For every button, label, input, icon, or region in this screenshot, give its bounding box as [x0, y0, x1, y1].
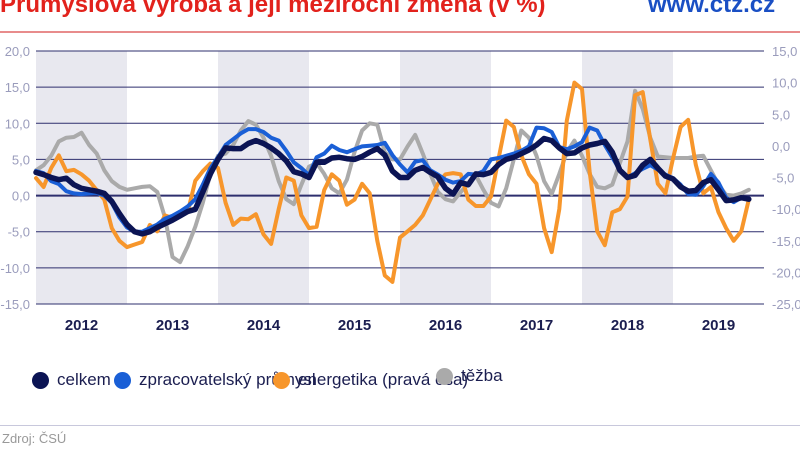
y-right-tick-label: 0,0 [772, 139, 790, 154]
legend-label: energetika (pravá osa) [298, 370, 469, 389]
series-line-celkem [33, 135, 752, 237]
x-tick-label: 2018 [611, 317, 644, 334]
series-line-tezba [34, 88, 751, 265]
x-tick-label: 2014 [247, 317, 281, 334]
legend-item-energetika[interactable]: energetika (pravá osa) [273, 370, 468, 390]
y-right-tick-label: -10,0 [772, 202, 800, 217]
y-left-tick-label: 0,0 [12, 189, 30, 204]
y-left-tick-label: -10,0 [0, 261, 30, 276]
legend-item-celkem[interactable]: celkem [32, 370, 111, 390]
chart-title: Průmyslová výroba a její meziroční změna… [0, 0, 546, 18]
legend-label: zpracovatelský průmysl [139, 370, 316, 389]
x-tick-label: 2015 [338, 317, 371, 334]
y-left-tick-label: -15,0 [0, 297, 30, 312]
legend-dot-icon [32, 371, 49, 389]
y-left-tick-label: 20,0 [5, 44, 30, 59]
x-tick-label: 2013 [156, 317, 189, 334]
y-left-tick-label: 10,0 [5, 116, 30, 131]
y-left-tick-label: 5,0 [12, 152, 30, 167]
source-note: Zdroj: ČSÚ [2, 431, 67, 446]
legend-item-zpracovatelsky[interactable]: zpracovatelský průmysl [114, 370, 316, 390]
x-tick-label: 2012 [65, 317, 98, 334]
x-tick-label: 2017 [520, 317, 553, 334]
y-right-tick-label: -5,0 [772, 171, 794, 186]
legend-label: celkem [57, 370, 111, 389]
y-right-tick-label: -20,0 [772, 265, 800, 280]
title-divider [0, 31, 800, 33]
x-tick-label: 2016 [429, 317, 462, 334]
y-left-tick-label: 15,0 [5, 80, 30, 95]
footer-divider [0, 425, 800, 426]
chart: 20,0 15,0 10,0 5,0 0,0 -5,0 -10,0 -15,0 15,0 10,… [0, 44, 800, 334]
y-right-tick-label: 5,0 [772, 107, 790, 122]
y-right-tick-label: -25,0 [772, 297, 800, 312]
x-tick-label: 2019 [702, 317, 735, 334]
y-right-tick-label: 15,0 [772, 44, 797, 59]
y-left-tick-label: -5,0 [8, 225, 30, 240]
legend-dot-icon [436, 367, 453, 385]
legend-dot-icon [273, 371, 290, 389]
brand-url[interactable]: www.ctz.cz [648, 0, 776, 18]
legend-dot-icon [114, 371, 131, 389]
legend-label: těžba [461, 366, 503, 385]
legend-item-tezba[interactable]: těžba [436, 366, 503, 386]
y-right-tick-label: 10,0 [772, 76, 797, 91]
year-band-2014 [218, 51, 309, 304]
y-right-tick-label: -15,0 [772, 234, 800, 249]
legend: celkem zpracovatelský průmysl energetika… [0, 366, 800, 394]
